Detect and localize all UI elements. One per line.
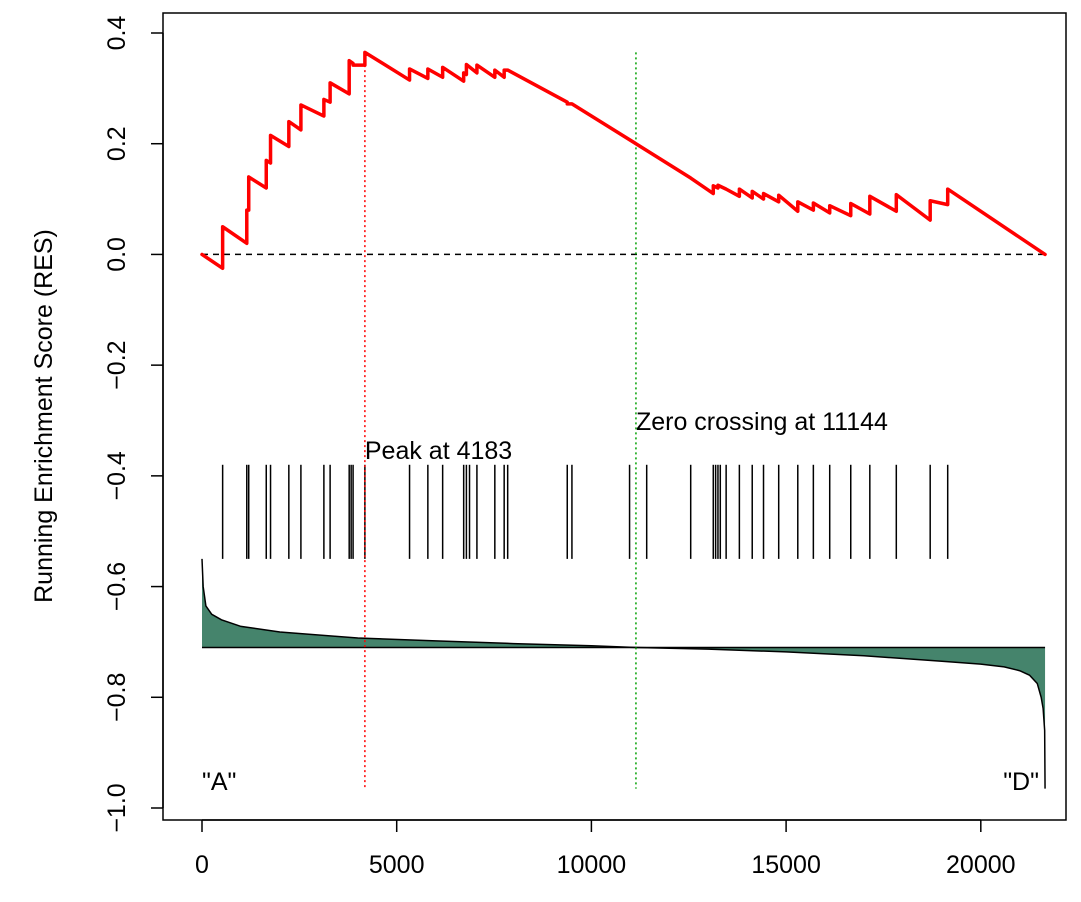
y-tick-label: −0.8 <box>103 673 131 722</box>
peak-annotation: Peak at 4183 <box>365 437 512 465</box>
plot-frame <box>162 12 1067 821</box>
y-tick-label: 0.4 <box>103 16 131 51</box>
y-tick-label: 0.0 <box>103 237 131 272</box>
metric-fill <box>202 558 1046 789</box>
axes: −1.0 −0.8 −0.6 −0.4 −0.2 0.0 0.2 0.4 0 5000 10000 1… <box>103 16 1016 879</box>
x-tick-label: 0 <box>195 851 209 879</box>
running-score-series <box>200 50 1047 271</box>
ranked-metric-area <box>201 558 1046 789</box>
metric-curve <box>201 558 1046 789</box>
y-tick-label: −0.4 <box>103 451 131 500</box>
y-tick-label: −0.6 <box>103 562 131 611</box>
y-axis-title: Running Enrichment Score (RES) <box>30 229 58 603</box>
y-tick-label: 0.2 <box>103 126 131 161</box>
hit-bars <box>221 464 949 559</box>
x-tick-label: 20000 <box>946 851 1016 879</box>
running-score-line <box>200 50 1047 271</box>
zero-crossing-annotation: Zero crossing at 11144 <box>636 408 888 436</box>
x-tick-label: 5000 <box>369 851 425 879</box>
x-tick-label: 10000 <box>557 851 627 879</box>
reference-lines <box>202 52 1047 789</box>
x-tick-label: 15000 <box>751 851 821 879</box>
y-tick-label: −1.0 <box>103 783 131 832</box>
left-class-label: "A" <box>202 768 236 796</box>
y-tick-label: −0.2 <box>103 340 131 389</box>
right-class-label: "D" <box>1003 768 1039 796</box>
